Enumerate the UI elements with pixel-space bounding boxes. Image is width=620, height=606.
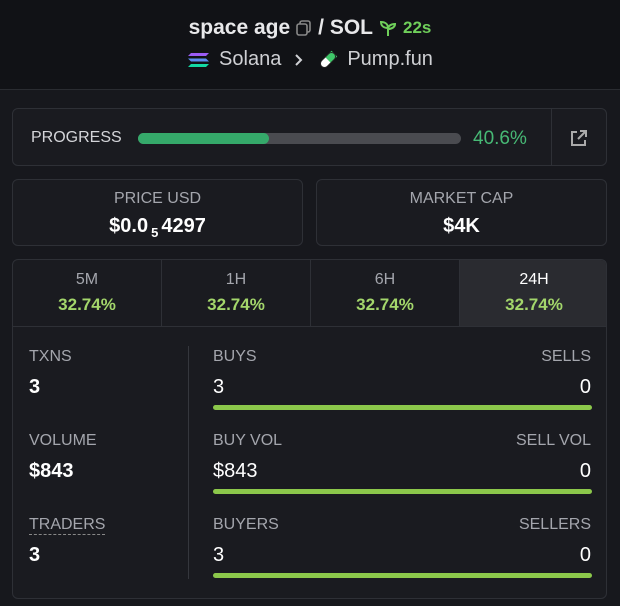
stat-label: TRADERS <box>29 516 106 535</box>
mcap-card: MARKET CAP $4K <box>316 179 607 246</box>
stat-value: 3 <box>29 544 41 566</box>
platform: Pump.fun <box>347 48 433 70</box>
stat-label: SELLS <box>541 348 591 365</box>
tab-change: 32.74% <box>356 295 414 314</box>
stat-label: TXNS <box>29 348 72 365</box>
tab[interactable]: 1H 32.74% <box>161 260 310 326</box>
price-prefix: $0.0 <box>109 215 149 237</box>
progress-value: 40.6% <box>473 128 527 149</box>
price-value: $0.0 5 4297 <box>13 215 302 240</box>
token-name: space age <box>188 16 291 39</box>
ratio-bar <box>213 573 592 578</box>
chain: Solana <box>219 48 282 70</box>
copy-icon[interactable] <box>296 20 312 36</box>
sprout-icon <box>380 20 397 36</box>
tab[interactable]: 5M 32.74% <box>13 260 161 326</box>
tab-change: 32.74% <box>505 295 563 314</box>
stat-value: $843 <box>29 460 74 482</box>
stat-value: 0 <box>579 376 591 398</box>
progress-track <box>138 133 461 144</box>
stat-label: BUY VOL <box>213 432 283 449</box>
quote: / SOL <box>318 16 374 39</box>
price-label: PRICE USD <box>113 190 202 207</box>
stat-label: SELLERS <box>518 516 591 533</box>
age: 22s <box>403 18 432 37</box>
tab-change: 32.74% <box>58 295 116 314</box>
progress-fill <box>138 133 270 144</box>
external-link[interactable] <box>570 129 588 147</box>
tab-label: 1H <box>225 271 247 288</box>
chain-row: Solana Pump.fun <box>0 48 620 71</box>
stat-value: 3 <box>213 544 225 566</box>
stat-label: VOLUME <box>29 432 97 449</box>
divider <box>551 109 552 165</box>
stat-value: 0 <box>579 544 591 566</box>
price-zeros: 5 <box>151 225 159 240</box>
mcap-value: $4K <box>443 215 480 237</box>
tab-change: 32.74% <box>207 295 265 314</box>
ratio-bar <box>213 405 592 410</box>
ratio-bar <box>213 489 592 494</box>
stat-value: $843 <box>213 460 258 482</box>
stat-label: BUYS <box>213 348 257 365</box>
stat-label: SELL VOL <box>515 432 591 449</box>
stat-value: 3 <box>29 376 41 398</box>
tabs: 5M 32.74% 1H 32.74% 6H 32.74% 24H 32.74% <box>13 260 606 327</box>
solana-logo <box>188 52 210 67</box>
mcap-label: MARKET CAP <box>409 190 514 207</box>
tab-label: 6H <box>374 271 396 288</box>
progress-label: PROGRESS <box>31 129 122 146</box>
stats-card: 5M 32.74% 1H 32.74% 6H 32.74% 24H 32.74% TXNS 3 V… <box>12 259 607 599</box>
pill-icon <box>320 50 338 68</box>
price-digits: 4297 <box>161 215 206 237</box>
price-card: PRICE USD $0.0 5 4297 <box>12 179 303 246</box>
chevron <box>295 53 303 66</box>
divider <box>188 346 189 579</box>
stat-value: 3 <box>213 376 225 398</box>
tab-label: 5M <box>75 271 99 288</box>
stat-label: BUYERS <box>213 516 279 533</box>
tab[interactable]: 24H 32.74% <box>459 260 606 326</box>
tab[interactable]: 6H 32.74% <box>310 260 459 326</box>
header: space age / SOL 22s Solana Pump.fun <box>0 0 620 90</box>
progress-card: PROGRESS 40.6% <box>12 108 607 166</box>
tab-label: 24H <box>519 271 549 288</box>
stat-value: 0 <box>579 460 591 482</box>
title-row: space age / SOL 22s <box>0 16 620 40</box>
